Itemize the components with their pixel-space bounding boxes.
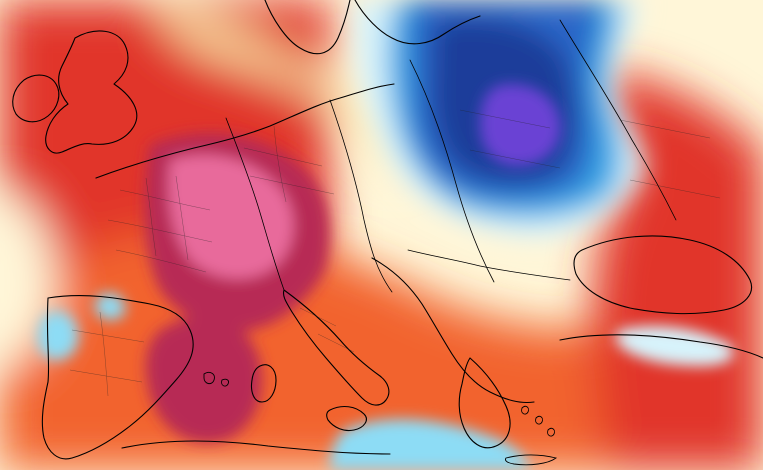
coast-greece <box>458 357 511 449</box>
border-eastern <box>409 19 677 283</box>
cyan-mediterranean-south <box>330 419 530 470</box>
coast-ireland <box>12 74 60 123</box>
border-central-east <box>329 99 393 293</box>
purple-core <box>480 84 561 167</box>
regional-boundaries <box>69 109 721 397</box>
border-germany-france <box>225 117 285 291</box>
coast-north-africa <box>121 440 391 455</box>
coast-continent-west <box>95 83 395 179</box>
cyan-iberia-north <box>94 293 126 320</box>
coast-scandinavia <box>264 0 481 55</box>
coast-sicily <box>326 405 367 432</box>
island-baleares <box>203 371 229 387</box>
island-cluster-aegean <box>521 405 555 437</box>
coast-italy <box>282 289 390 406</box>
regional-lines-germany <box>243 125 335 203</box>
pale-atlantic-upper <box>150 0 403 180</box>
regional-lines-iberia <box>69 311 145 397</box>
coast-turkey <box>559 334 763 359</box>
coast-black-sea <box>573 235 752 315</box>
regional-lines-italy <box>299 307 355 353</box>
coast-sardinia <box>250 364 277 403</box>
islands <box>203 371 558 466</box>
regional-lines-east <box>459 109 721 199</box>
pink-core <box>168 154 294 279</box>
coastlines-and-borders <box>12 0 763 460</box>
coast-balkans <box>371 257 535 404</box>
border-balkan-inland <box>407 249 571 281</box>
coast-iberia <box>41 294 194 460</box>
coast-great-britain <box>45 30 138 154</box>
regional-lines-france <box>107 175 213 273</box>
island-crete <box>505 454 558 466</box>
